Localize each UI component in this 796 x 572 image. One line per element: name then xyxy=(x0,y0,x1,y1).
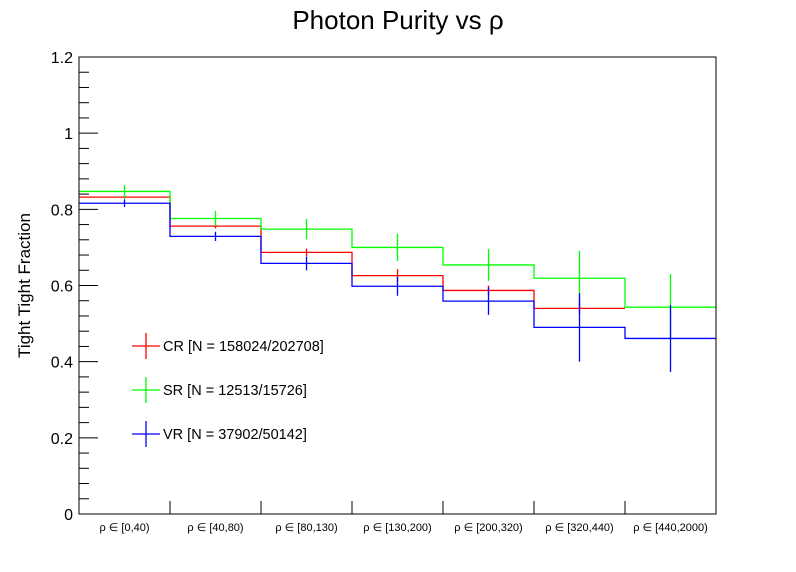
x-tick-label: ρ ∈ [0,40) xyxy=(99,522,149,534)
x-axis: ρ ∈ [0,40) ρ ∈ [40,80) ρ ∈ [80,130) ρ ∈ [13… xyxy=(99,501,708,534)
legend-label: VR [N = 37902/50142] xyxy=(163,427,307,443)
legend-label: SR [N = 12513/15726] xyxy=(163,383,307,399)
y-tick-label: 1 xyxy=(64,126,73,143)
series-cr xyxy=(79,195,625,315)
legend-entry: SR [N = 12513/15726] xyxy=(132,377,307,403)
y-tick-label: 0.2 xyxy=(51,431,73,448)
series-layer xyxy=(79,184,716,372)
y-tick-label: 1.2 xyxy=(51,50,73,67)
x-tick-label: ρ ∈ [40,80) xyxy=(187,522,243,534)
y-tick-label: 0.4 xyxy=(51,355,73,372)
series-step-line xyxy=(79,196,625,309)
chart-title: Photon Purity vs ρ xyxy=(292,5,503,35)
y-axis: 0 0.2 0.4 0.6 0.8 1 1.2 xyxy=(51,50,98,524)
series-sr xyxy=(79,184,716,341)
x-tick-label: ρ ∈ [130,200) xyxy=(363,522,431,534)
legend-label: CR [N = 158024/202708] xyxy=(163,339,324,355)
x-tick-label: ρ ∈ [440,2000) xyxy=(633,522,708,534)
x-tick-label: ρ ∈ [320,440) xyxy=(545,522,613,534)
legend-entry: CR [N = 158024/202708] xyxy=(132,333,324,359)
series-vr xyxy=(79,199,716,372)
x-tick-label: ρ ∈ [200,320) xyxy=(454,522,522,534)
y-tick-label: 0.6 xyxy=(51,279,73,296)
y-axis-label: Tight Tight Fraction xyxy=(15,213,34,358)
y-tick-label: 0 xyxy=(64,507,73,524)
legend: CR [N = 158024/202708] SR [N = 12513/1572… xyxy=(132,333,324,447)
legend-entry: VR [N = 37902/50142] xyxy=(132,421,307,447)
y-tick-label: 0.8 xyxy=(51,202,73,219)
x-tick-label: ρ ∈ [80,130) xyxy=(275,522,337,534)
